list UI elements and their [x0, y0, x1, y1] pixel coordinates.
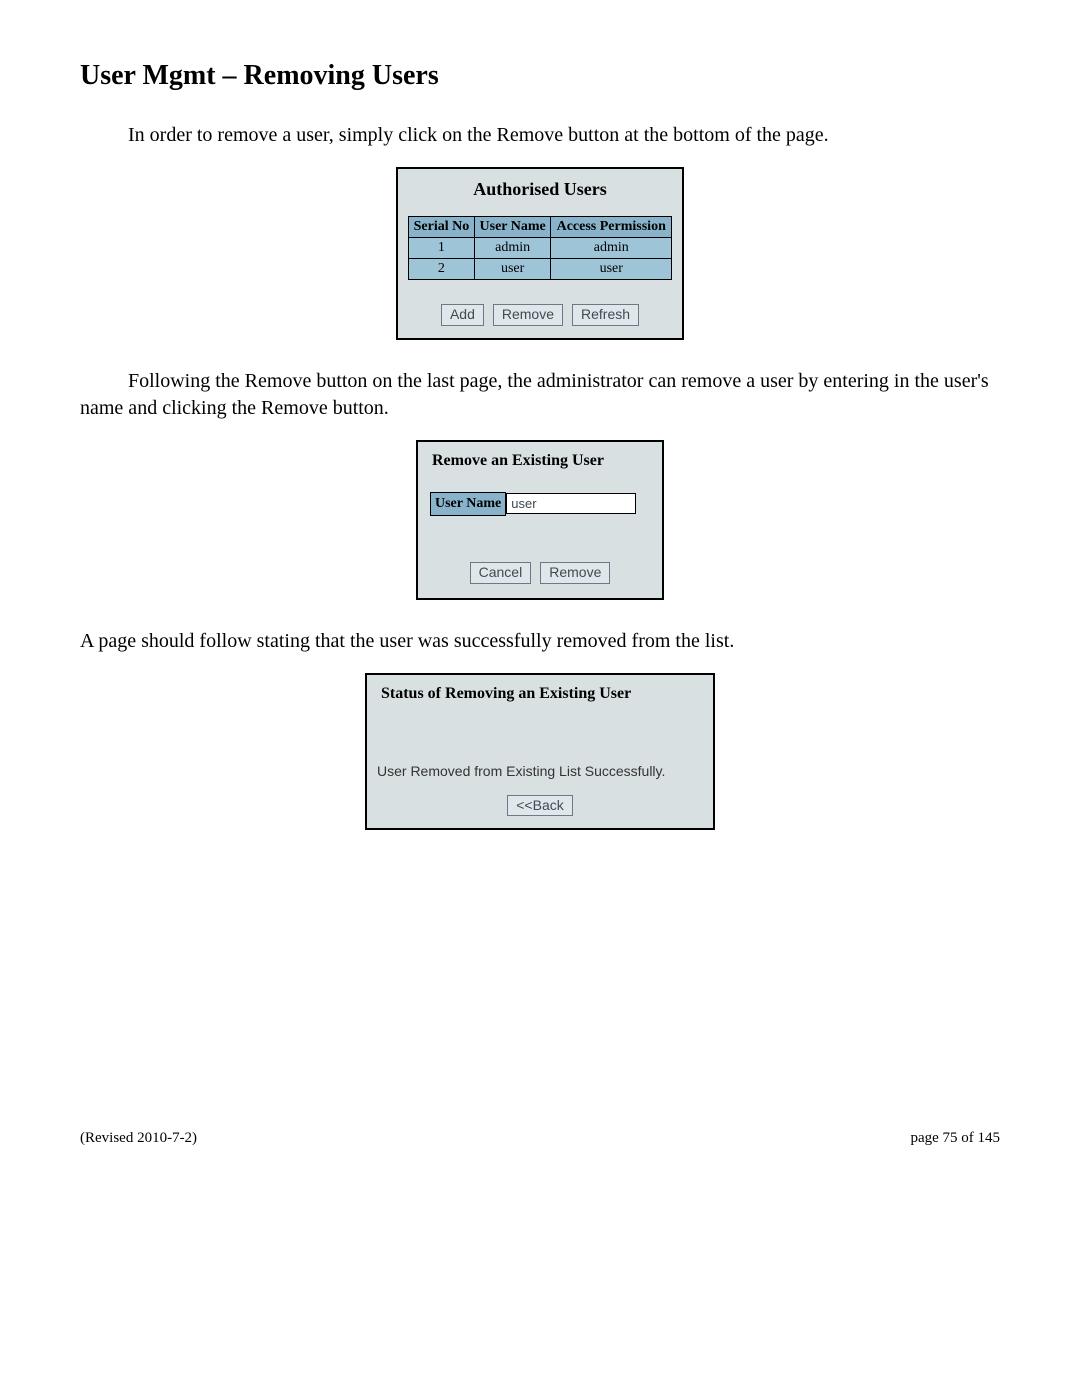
paragraph-1: In order to remove a user, simply click …	[80, 122, 1000, 149]
cell-serial: 1	[409, 238, 475, 259]
paragraph-2: Following the Remove button on the last …	[80, 368, 1000, 422]
cell-permission: admin	[551, 238, 672, 259]
cell-username: user	[474, 259, 551, 280]
refresh-button[interactable]: Refresh	[572, 304, 639, 326]
remove-confirm-button[interactable]: Remove	[540, 562, 610, 584]
cell-serial: 2	[409, 259, 475, 280]
username-label: User Name	[430, 492, 506, 516]
status-message: User Removed from Existing List Successf…	[377, 763, 703, 779]
col-serial-no: Serial No	[409, 217, 475, 238]
col-user-name: User Name	[474, 217, 551, 238]
remove-button[interactable]: Remove	[493, 304, 563, 326]
authorised-users-panel: Authorised Users Serial No User Name Acc…	[396, 167, 684, 340]
table-row: 2 user user	[409, 259, 672, 280]
page-footer: (Revised 2010-7-2) page 75 of 145	[80, 1130, 1000, 1147]
authorised-users-title: Authorised Users	[408, 179, 672, 200]
cell-permission: user	[551, 259, 672, 280]
username-input[interactable]	[506, 493, 636, 514]
paragraph-3: A page should follow stating that the us…	[80, 628, 1000, 655]
page-title: User Mgmt – Removing Users	[80, 60, 1000, 92]
authorised-users-table: Serial No User Name Access Permission 1 …	[408, 216, 672, 280]
back-button[interactable]: <<Back	[507, 795, 572, 817]
cell-username: admin	[474, 238, 551, 259]
status-panel: Status of Removing an Existing User User…	[365, 673, 715, 831]
table-row: 1 admin admin	[409, 238, 672, 259]
cancel-button[interactable]: Cancel	[470, 562, 532, 584]
add-button[interactable]: Add	[441, 304, 484, 326]
col-access-permission: Access Permission	[551, 217, 672, 238]
status-title: Status of Removing an Existing User	[381, 685, 703, 703]
page-number: page 75 of 145	[910, 1130, 1000, 1147]
revised-date: (Revised 2010-7-2)	[80, 1130, 197, 1147]
remove-user-title: Remove an Existing User	[432, 452, 650, 470]
remove-user-panel: Remove an Existing User User Name Cancel…	[416, 440, 664, 600]
